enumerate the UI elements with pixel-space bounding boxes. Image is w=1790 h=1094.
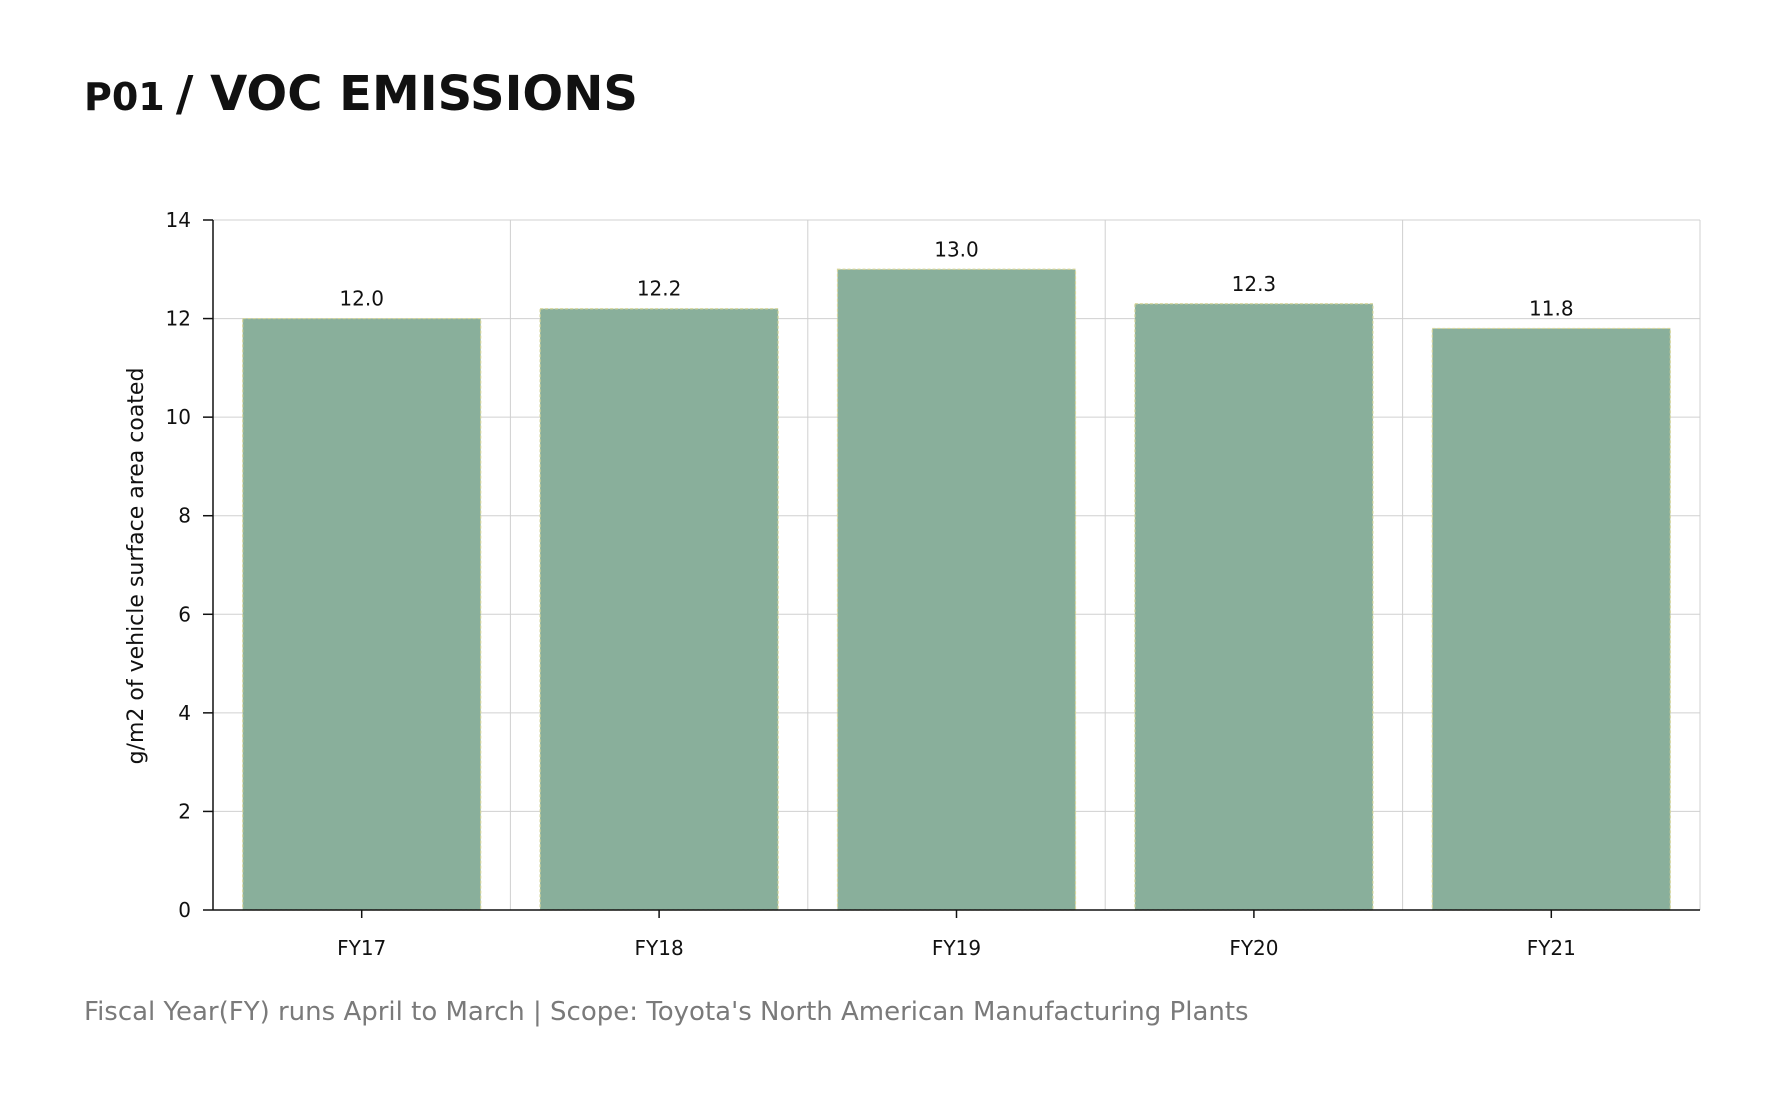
bar-fy19 (836, 268, 1077, 911)
data-label-fy17: 12.0 (339, 287, 384, 311)
y-tick-label-10: 10 (166, 405, 191, 429)
chart-title: P01 / VOC EMISSIONS (84, 70, 638, 118)
labels: 12.0 FY17 12.2 FY18 13.0 FY19 12.3 FY20 11.8 FY21… (166, 208, 1576, 960)
data-label-fy18: 12.2 (637, 277, 682, 301)
y-tick-label-12: 12 (166, 307, 191, 331)
y-tick-label-6: 6 (178, 602, 191, 626)
y-tick-label-0: 0 (178, 898, 191, 922)
axes (203, 219, 1700, 918)
data-label-fy20: 12.3 (1232, 272, 1277, 296)
data-label-fy21: 11.8 (1529, 296, 1574, 320)
x-tick-label-fy20: FY20 (1229, 936, 1278, 960)
bar-fy18 (539, 308, 779, 911)
y-tick-label-14: 14 (166, 208, 191, 232)
y-tick-label-2: 2 (178, 799, 191, 823)
x-tick-label-fy17: FY17 (337, 936, 386, 960)
bar-fy21 (1431, 327, 1671, 911)
x-tick-label-fy18: FY18 (635, 936, 684, 960)
bar-fy17 (242, 317, 482, 911)
chart-title-text: / VOC EMISSIONS (175, 66, 638, 122)
chart-code: P01 (84, 75, 165, 119)
x-tick-label-fy21: FY21 (1527, 936, 1576, 960)
bar-chart: 12.0 FY17 12.2 FY18 13.0 FY19 12.3 FY20 11.8 FY21… (124, 208, 1701, 960)
y-tick-label-4: 4 (178, 701, 191, 725)
bars (242, 268, 1671, 911)
data-label-fy19: 13.0 (934, 237, 979, 261)
bar-fy20 (1134, 303, 1374, 911)
x-tick-label-fy19: FY19 (932, 936, 981, 960)
footnote: Fiscal Year(FY) runs April to March | Sc… (84, 997, 1249, 1027)
y-axis-title: g/m2 of vehicle surface area coated (124, 368, 149, 765)
y-tick-label-8: 8 (178, 504, 191, 528)
